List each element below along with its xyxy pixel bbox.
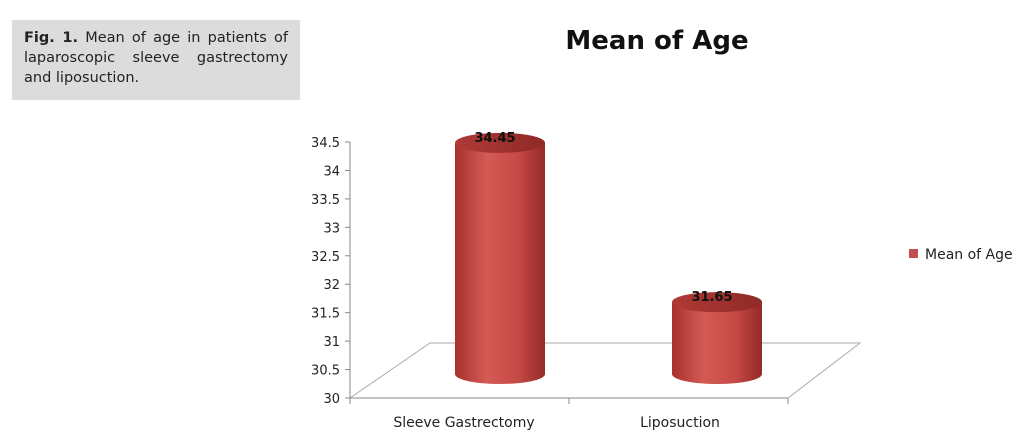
y-tick-label: 32.5 [311, 250, 340, 265]
y-tick-label: 31.5 [311, 307, 340, 322]
y-tick-label: 33 [323, 221, 340, 236]
y-tick-label: 30 [323, 392, 340, 407]
bar [455, 132, 545, 384]
bar-cylinder-body [455, 142, 545, 384]
y-tick-label: 34.5 [311, 136, 340, 151]
y-tick-label: 32 [323, 278, 340, 293]
axes: 30 30.5 31 31.5 32 32.5 33 33.5 34 34.5 [311, 136, 862, 407]
figure-caption-label: Fig. 1. [24, 30, 78, 46]
bar-cylinder-top [672, 292, 762, 313]
bar-cylinder-body [672, 302, 762, 384]
data-label: 31.65 [691, 290, 732, 305]
y-tick-label: 34 [323, 164, 340, 179]
legend: Mean of Age [909, 247, 1013, 263]
figure-caption-text: Mean of age in patients of laparoscopic … [24, 30, 289, 86]
category-label: Liposuction [640, 415, 720, 431]
bar-cylinder-top [455, 132, 545, 153]
figure-caption: Fig. 1. Mean of age in patients of lapar… [12, 20, 300, 100]
y-tick-label: 30.5 [311, 364, 340, 379]
legend-label: Mean of Age [925, 247, 1013, 263]
chart-title: Mean of Age [565, 26, 748, 56]
labels: 34.45 Sleeve Gastrectomy 31.65 Liposuction [393, 131, 732, 431]
category-label: Sleeve Gastrectomy [393, 415, 534, 431]
data-label: 34.45 [474, 131, 515, 146]
y-tick-label: 31 [323, 335, 340, 350]
floor-plane [348, 342, 862, 399]
bar [672, 292, 762, 384]
bars [455, 132, 762, 384]
y-tick-label: 33.5 [311, 193, 340, 208]
legend-swatch [909, 249, 918, 258]
